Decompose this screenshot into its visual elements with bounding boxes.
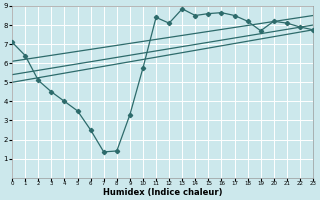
X-axis label: Humidex (Indice chaleur): Humidex (Indice chaleur)	[103, 188, 222, 197]
